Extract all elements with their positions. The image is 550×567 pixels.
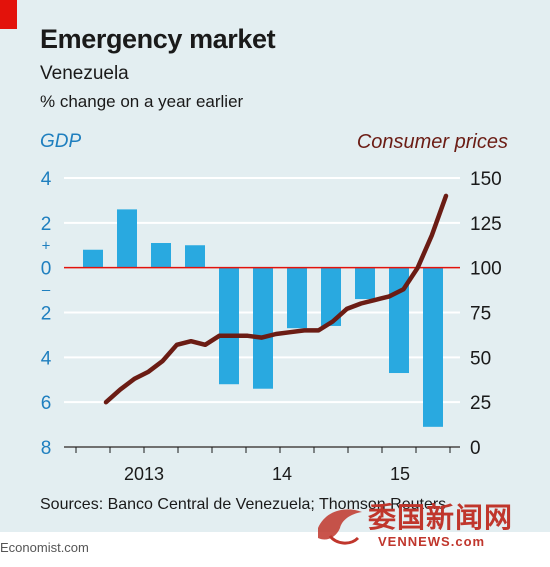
positive-sign-marker: + [42,238,51,255]
right-tick-label: 125 [470,214,502,235]
consumer-prices-line [103,193,449,405]
right-tick-label: 75 [470,304,491,325]
left-axis-label: GDP [40,131,82,152]
dual-axis-chart: 2013 14 15 4 2 0 2 4 6 8 + – 150 125 100 75 50 25 0 [41,169,502,484]
gdp-bar [355,267,375,300]
watermark: 委国新闻网 VENNEWS.com [312,496,548,552]
gdp-bar [219,267,239,385]
right-tick-label: 150 [470,169,502,190]
x-year-label: 2013 [124,464,164,484]
gdp-bar [185,245,205,268]
brand-red-tag [0,0,17,29]
x-year-label: 15 [390,464,410,484]
right-axis-label: Consumer prices [356,131,508,153]
gdp-bar [423,267,443,427]
left-tick-label: 4 [41,169,52,190]
left-tick-label: 4 [41,348,52,369]
footer-site: Economist.com [0,540,89,555]
gdp-bar [253,267,273,389]
gdp-bar [117,209,137,268]
x-year-label: 14 [272,464,292,484]
left-tick-label: 0 [41,259,52,280]
right-tick-label: 0 [470,438,481,459]
left-tick-label: 6 [41,393,52,414]
chart-title: Emergency market [40,24,276,54]
chart-unit-note: % change on a year earlier [40,92,244,111]
left-tick-label: 2 [41,214,52,235]
chart-subtitle: Venezuela [40,63,129,84]
right-tick-label: 50 [470,348,491,369]
left-tick-label: 8 [41,438,52,459]
right-tick-label: 100 [470,259,502,280]
gdp-bar [321,267,341,326]
left-tick-label: 2 [41,304,52,325]
gdp-bar [83,249,103,268]
negative-sign-marker: – [42,282,51,299]
watermark-chinese-text: 委国新闻网 [368,502,514,533]
sources-note: Sources: Banco Central de Venezuela; Tho… [40,496,447,513]
gdp-bar [151,243,171,268]
watermark-bird-logo [318,509,362,545]
gdp-bar [287,267,307,329]
right-tick-label: 25 [470,393,491,414]
watermark-site-text: VENNEWS.com [378,534,486,549]
